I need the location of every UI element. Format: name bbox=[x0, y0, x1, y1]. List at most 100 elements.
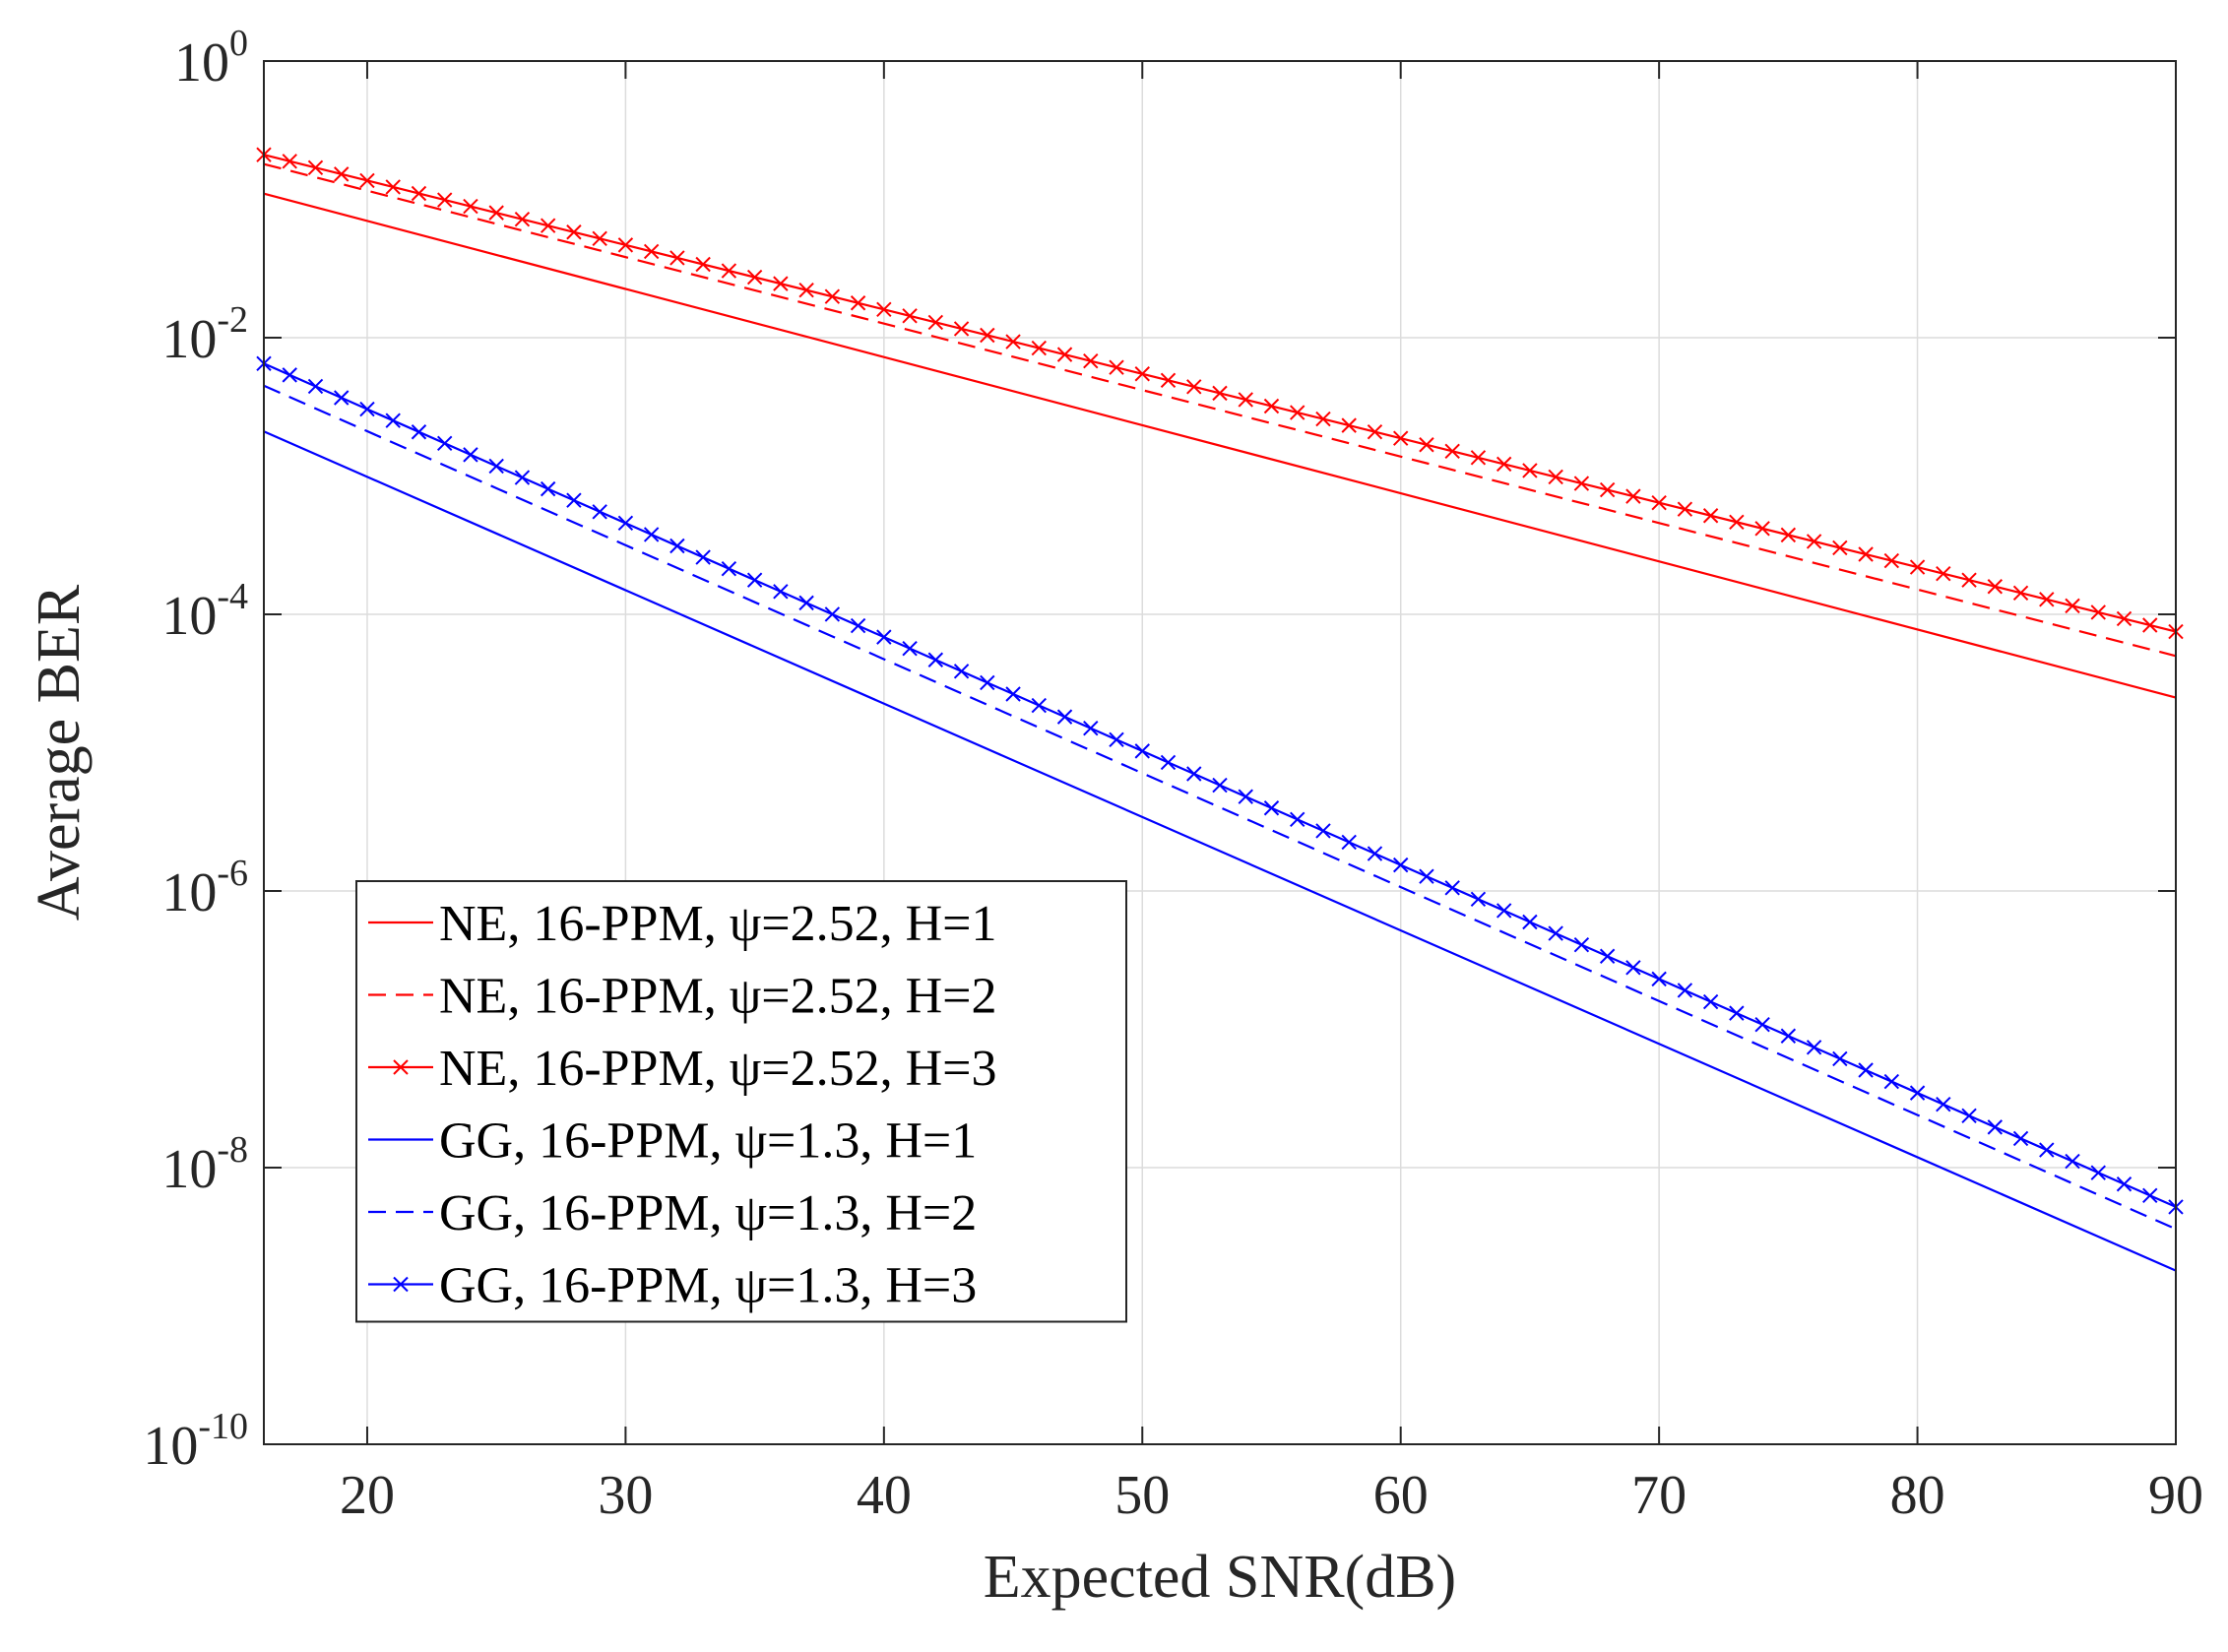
series-marker-6 bbox=[1367, 846, 1383, 861]
series-layer bbox=[256, 147, 2184, 1272]
series-marker-3 bbox=[2012, 585, 2029, 601]
series-marker-6 bbox=[1263, 800, 1280, 816]
series-marker-3 bbox=[1780, 527, 1797, 543]
series-marker-6 bbox=[1522, 914, 1538, 930]
legend-label-2: NE, 16-PPM, ψ=2.52, H=2 bbox=[439, 969, 996, 1025]
series-marker-3 bbox=[1729, 514, 1745, 530]
legend-box bbox=[355, 880, 1127, 1323]
x-tick-label: 40 bbox=[857, 1465, 912, 1526]
series-marker-6 bbox=[721, 560, 737, 577]
series-marker-3 bbox=[2065, 598, 2080, 614]
series-marker-6 bbox=[1056, 709, 1073, 725]
x-tick-label: 20 bbox=[340, 1465, 395, 1526]
y-tick-base: 10 bbox=[161, 309, 217, 370]
series-marker-6 bbox=[980, 674, 995, 691]
series-marker-3 bbox=[1702, 508, 1719, 524]
series-line-5 bbox=[263, 384, 2177, 1231]
series-marker-3 bbox=[902, 308, 918, 324]
x-tick-label: 60 bbox=[1373, 1465, 1429, 1526]
series-marker-3 bbox=[1238, 392, 1253, 408]
series-marker-6 bbox=[617, 515, 634, 532]
series-marker-6 bbox=[359, 401, 375, 417]
series-marker-3 bbox=[282, 154, 297, 169]
y-tick-label: 10-8 bbox=[161, 1129, 248, 1200]
series-marker-6 bbox=[1573, 936, 1590, 953]
series-marker-6 bbox=[643, 527, 660, 542]
series-marker-3 bbox=[1858, 546, 1874, 562]
y-tick-base: 10 bbox=[161, 862, 217, 923]
series-marker-6 bbox=[1625, 960, 1641, 976]
series-marker-6 bbox=[1832, 1050, 1848, 1067]
series-marker-3 bbox=[1883, 552, 1900, 569]
y-tick-label: 10-10 bbox=[143, 1406, 248, 1477]
x-tick-label: 80 bbox=[1890, 1465, 1945, 1526]
series-marker-3 bbox=[1470, 450, 1487, 466]
series-marker-3 bbox=[1444, 443, 1460, 460]
series-line-4 bbox=[263, 430, 2177, 1272]
series-marker-3 bbox=[1341, 417, 1357, 433]
x-axis-title: Expected SNR(dB) bbox=[984, 1544, 1456, 1611]
series-marker-6 bbox=[2116, 1176, 2133, 1192]
series-marker-6 bbox=[282, 367, 297, 383]
series-marker-6 bbox=[1754, 1016, 1770, 1033]
series-marker-3 bbox=[2116, 610, 2133, 627]
series-marker-6 bbox=[746, 572, 763, 588]
series-marker-6 bbox=[1238, 789, 1253, 804]
series-marker-3 bbox=[1832, 540, 1848, 556]
series-marker-6 bbox=[902, 640, 918, 657]
series-marker-6 bbox=[2039, 1142, 2055, 1158]
series-marker-6 bbox=[1109, 731, 1124, 747]
series-marker-3 bbox=[1573, 476, 1590, 491]
series-marker-6 bbox=[1651, 971, 1667, 987]
series-marker-3 bbox=[1936, 565, 1951, 582]
series-marker-6 bbox=[1392, 857, 1409, 873]
series-marker-3 bbox=[721, 263, 737, 279]
legend-label-3: NE, 16-PPM, ψ=2.52, H=3 bbox=[439, 1041, 996, 1097]
series-marker-3 bbox=[2090, 604, 2106, 620]
series-marker-6 bbox=[307, 378, 324, 395]
legend-label-4: GG, 16-PPM, ψ=1.3, H=1 bbox=[439, 1113, 977, 1170]
ticks bbox=[264, 60, 2177, 1445]
x-tick-label: 90 bbox=[2148, 1465, 2203, 1526]
series-marker-3 bbox=[411, 185, 427, 202]
series-marker-3 bbox=[385, 179, 401, 195]
series-marker-6 bbox=[1083, 721, 1099, 736]
series-marker-6 bbox=[1858, 1062, 1874, 1078]
series-marker-3 bbox=[1806, 534, 1822, 549]
series-marker-3 bbox=[695, 256, 711, 273]
series-marker-3 bbox=[643, 243, 660, 260]
y-tick-exponent: -6 bbox=[217, 853, 248, 894]
series-marker-6 bbox=[1470, 891, 1487, 908]
series-marker-3 bbox=[980, 327, 995, 344]
legend-marker-6 bbox=[393, 1276, 409, 1293]
series-marker-6 bbox=[1444, 880, 1460, 896]
series-marker-6 bbox=[436, 435, 453, 452]
series-marker-6 bbox=[334, 390, 350, 406]
series-marker-3 bbox=[1031, 340, 1048, 356]
series-marker-6 bbox=[1677, 983, 1693, 998]
series-marker-6 bbox=[927, 652, 944, 667]
series-marker-3 bbox=[746, 269, 763, 286]
series-marker-3 bbox=[1625, 488, 1641, 504]
series-marker-6 bbox=[1961, 1108, 1977, 1123]
series-marker-6 bbox=[798, 595, 814, 611]
series-marker-6 bbox=[1496, 903, 1512, 919]
series-marker-3 bbox=[927, 314, 944, 331]
series-marker-3 bbox=[617, 237, 634, 253]
series-marker-3 bbox=[1754, 521, 1770, 537]
series-marker-3 bbox=[1160, 372, 1177, 389]
series-marker-6 bbox=[1419, 868, 1434, 884]
series-marker-6 bbox=[411, 424, 427, 440]
series-marker-6 bbox=[1806, 1040, 1822, 1055]
series-marker-3 bbox=[1109, 359, 1124, 375]
series-marker-3 bbox=[1392, 430, 1409, 446]
plot-frame bbox=[263, 60, 2177, 1445]
series-marker-3 bbox=[876, 301, 892, 318]
series-marker-6 bbox=[2090, 1165, 2106, 1180]
series-marker-6 bbox=[1160, 754, 1177, 771]
series-marker-3 bbox=[566, 224, 582, 240]
series-marker-3 bbox=[1134, 366, 1150, 382]
x-tick-labels: 20 30 40 50 60 70 80 90 bbox=[340, 1465, 2203, 1526]
